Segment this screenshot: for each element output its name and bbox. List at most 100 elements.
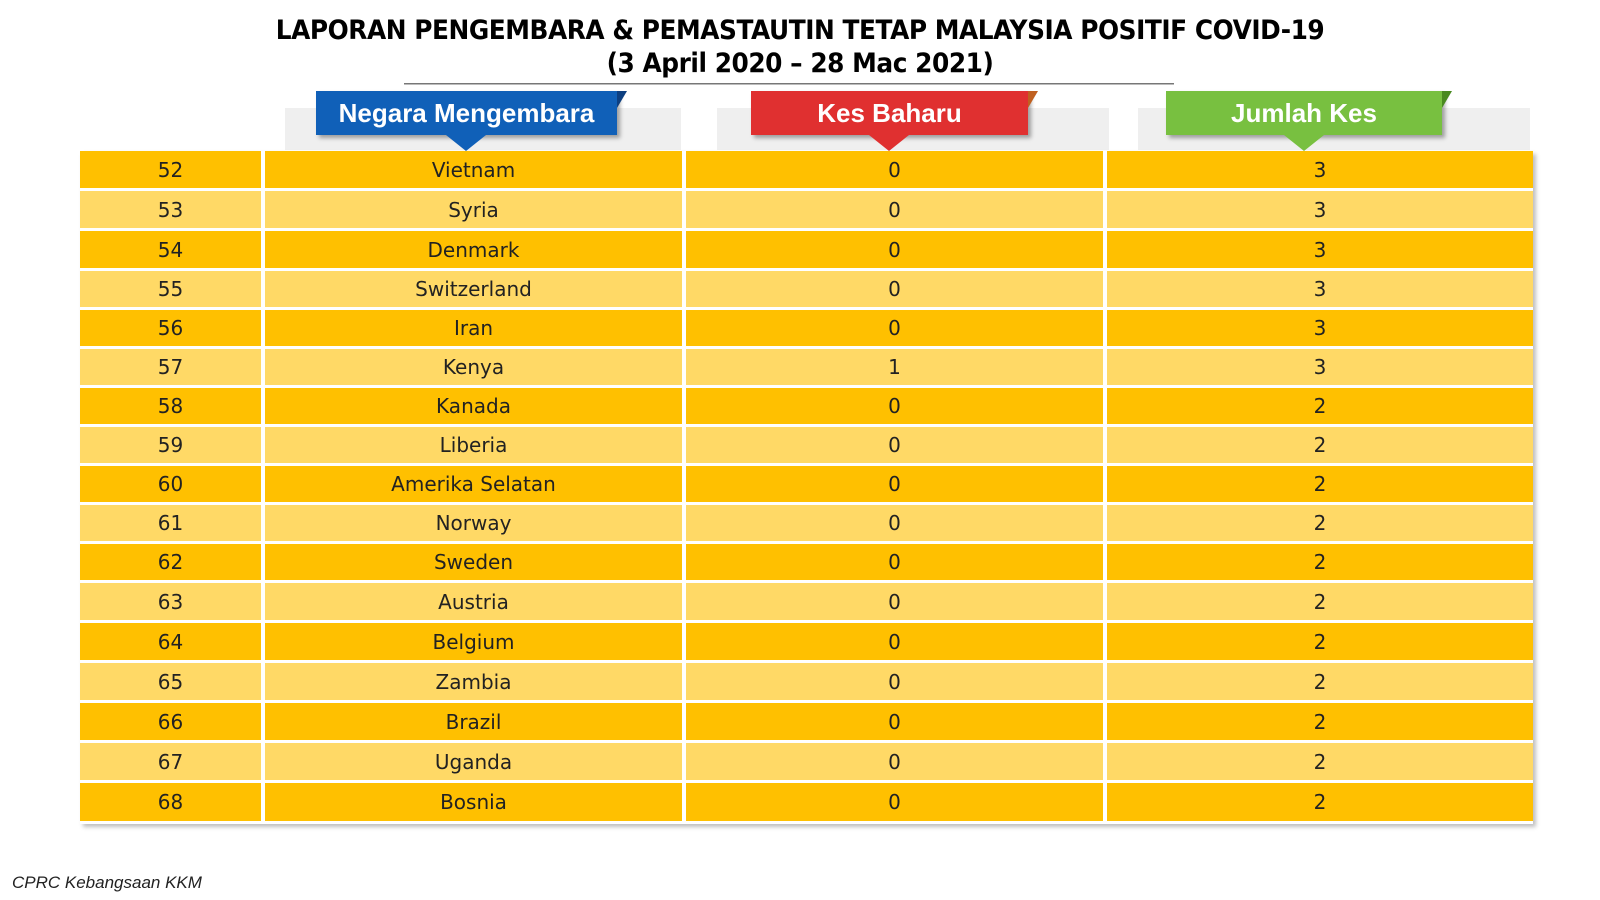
title-underline xyxy=(404,83,1174,85)
table-row: 65 Zambia 0 2 xyxy=(80,663,1533,703)
report-title-line1: LAPORAN PENGEMBARA & PEMASTAUTIN TETAP M… xyxy=(275,15,1325,46)
table-row: 66 Brazil 0 2 xyxy=(80,703,1533,743)
table-row: 58 Kanada 0 2 xyxy=(80,388,1533,427)
new-cases-cell: 0 xyxy=(686,466,1107,505)
table-row: 59 Liberia 0 2 xyxy=(80,427,1533,466)
report-title: LAPORAN PENGEMBARA & PEMASTAUTIN TETAP M… xyxy=(64,14,1536,80)
table-row: 68 Bosnia 0 2 xyxy=(80,783,1533,824)
country-cell: Belgium xyxy=(265,623,686,663)
table-row: 64 Belgium 0 2 xyxy=(80,623,1533,663)
table-row: 60 Amerika Selatan 0 2 xyxy=(80,466,1533,505)
row-number: 61 xyxy=(80,505,265,544)
row-number: 65 xyxy=(80,663,265,703)
table-row: 57 Kenya 1 3 xyxy=(80,349,1533,388)
country-cell: Brazil xyxy=(265,703,686,743)
total-cases-cell: 2 xyxy=(1107,743,1533,783)
new-cases-cell: 1 xyxy=(686,349,1107,388)
row-number: 63 xyxy=(80,583,265,623)
total-cases-cell: 3 xyxy=(1107,349,1533,388)
table-row: 62 Sweden 0 2 xyxy=(80,544,1533,583)
row-number: 68 xyxy=(80,783,265,824)
row-number: 53 xyxy=(80,191,265,231)
total-cases-cell: 2 xyxy=(1107,388,1533,427)
header-new-cases-fold xyxy=(1028,91,1038,108)
total-cases-cell: 2 xyxy=(1107,466,1533,505)
new-cases-cell: 0 xyxy=(686,703,1107,743)
table-row: 56 Iran 0 3 xyxy=(80,310,1533,349)
header-total-cases-arrow xyxy=(1284,135,1324,151)
total-cases-cell: 2 xyxy=(1107,783,1533,824)
header-country: Negara Mengembara xyxy=(316,91,617,135)
total-cases-cell: 3 xyxy=(1107,271,1533,310)
header-new-cases-arrow xyxy=(869,135,909,151)
total-cases-cell: 3 xyxy=(1107,310,1533,349)
country-cell: Vietnam xyxy=(265,151,686,191)
row-number: 52 xyxy=(80,151,265,191)
row-number: 56 xyxy=(80,310,265,349)
row-number: 66 xyxy=(80,703,265,743)
country-cell: Syria xyxy=(265,191,686,231)
table-row: 54 Denmark 0 3 xyxy=(80,231,1533,271)
total-cases-cell: 2 xyxy=(1107,583,1533,623)
total-cases-cell: 3 xyxy=(1107,231,1533,271)
country-cell: Kanada xyxy=(265,388,686,427)
new-cases-cell: 0 xyxy=(686,427,1107,466)
row-number: 55 xyxy=(80,271,265,310)
header-new-cases: Kes Baharu xyxy=(751,91,1028,135)
new-cases-cell: 0 xyxy=(686,231,1107,271)
total-cases-cell: 2 xyxy=(1107,505,1533,544)
new-cases-cell: 0 xyxy=(686,544,1107,583)
new-cases-cell: 0 xyxy=(686,663,1107,703)
total-cases-cell: 2 xyxy=(1107,663,1533,703)
new-cases-cell: 0 xyxy=(686,505,1107,544)
table-row: 63 Austria 0 2 xyxy=(80,583,1533,623)
row-number: 64 xyxy=(80,623,265,663)
country-cell: Sweden xyxy=(265,544,686,583)
header-total-cases-fold xyxy=(1442,91,1452,108)
row-number: 54 xyxy=(80,231,265,271)
new-cases-cell: 0 xyxy=(686,388,1107,427)
country-cell: Norway xyxy=(265,505,686,544)
table-row: 52 Vietnam 0 3 xyxy=(80,151,1533,191)
new-cases-cell: 0 xyxy=(686,271,1107,310)
row-number: 59 xyxy=(80,427,265,466)
country-cell: Amerika Selatan xyxy=(265,466,686,505)
header-total-cases: Jumlah Kes xyxy=(1166,91,1442,135)
total-cases-cell: 2 xyxy=(1107,703,1533,743)
country-cell: Switzerland xyxy=(265,271,686,310)
country-cell: Uganda xyxy=(265,743,686,783)
country-cell: Zambia xyxy=(265,663,686,703)
row-number: 67 xyxy=(80,743,265,783)
header-country-fold xyxy=(617,91,627,108)
total-cases-cell: 3 xyxy=(1107,151,1533,191)
total-cases-cell: 2 xyxy=(1107,623,1533,663)
row-number: 57 xyxy=(80,349,265,388)
row-number: 60 xyxy=(80,466,265,505)
cases-table: 52 Vietnam 0 3 53 Syria 0 3 54 Denmark 0 3 55 Switzer… xyxy=(80,151,1533,824)
country-cell: Denmark xyxy=(265,231,686,271)
country-cell: Iran xyxy=(265,310,686,349)
total-cases-cell: 2 xyxy=(1107,544,1533,583)
table-row: 67 Uganda 0 2 xyxy=(80,743,1533,783)
country-cell: Liberia xyxy=(265,427,686,466)
row-number: 58 xyxy=(80,388,265,427)
total-cases-cell: 2 xyxy=(1107,427,1533,466)
country-cell: Kenya xyxy=(265,349,686,388)
report-date-range: (3 April 2020 – 28 Mac 2021) xyxy=(606,48,994,79)
table-row: 53 Syria 0 3 xyxy=(80,191,1533,231)
new-cases-cell: 0 xyxy=(686,151,1107,191)
source-footer: CPRC Kebangsaan KKM xyxy=(12,873,202,892)
new-cases-cell: 0 xyxy=(686,743,1107,783)
total-cases-cell: 3 xyxy=(1107,191,1533,231)
table-row: 55 Switzerland 0 3 xyxy=(80,271,1533,310)
country-cell: Austria xyxy=(265,583,686,623)
row-number: 62 xyxy=(80,544,265,583)
new-cases-cell: 0 xyxy=(686,783,1107,824)
new-cases-cell: 0 xyxy=(686,623,1107,663)
new-cases-cell: 0 xyxy=(686,191,1107,231)
country-cell: Bosnia xyxy=(265,783,686,824)
header-country-arrow xyxy=(446,135,486,151)
new-cases-cell: 0 xyxy=(686,310,1107,349)
new-cases-cell: 0 xyxy=(686,583,1107,623)
table-row: 61 Norway 0 2 xyxy=(80,505,1533,544)
